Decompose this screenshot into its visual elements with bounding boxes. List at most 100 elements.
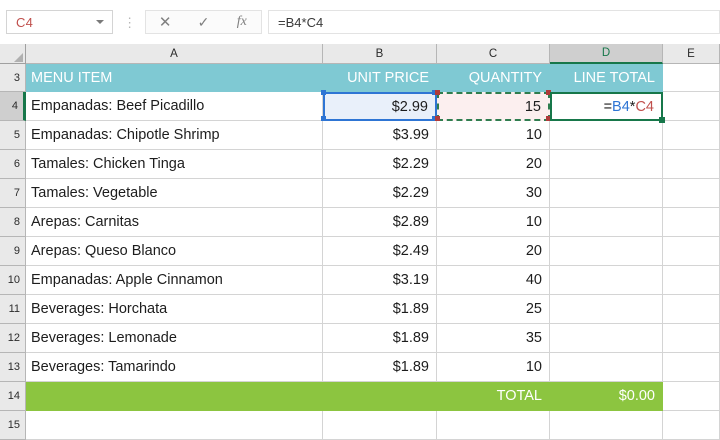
select-all-corner[interactable] (0, 44, 26, 64)
row-header-7[interactable]: 7 (0, 179, 26, 208)
name-box[interactable]: C4 (6, 10, 114, 34)
row-header-9[interactable]: 9 (0, 237, 26, 266)
cell-B10[interactable]: $3.19 (323, 266, 437, 295)
ref-handle-b4-bl[interactable] (321, 116, 326, 121)
row-header-3[interactable]: 3 (0, 64, 26, 92)
cell-C7[interactable]: 30 (437, 179, 550, 208)
cell-D15[interactable] (550, 411, 663, 440)
row-header-8[interactable]: 8 (0, 208, 26, 237)
cell-D7[interactable] (550, 179, 663, 208)
cell-D8[interactable] (550, 208, 663, 237)
cell-E10[interactable] (663, 266, 720, 295)
column-header-a[interactable]: A (26, 44, 323, 64)
cell-C5[interactable]: 10 (437, 121, 550, 150)
cell-D12[interactable] (550, 324, 663, 353)
cell-E9[interactable] (663, 237, 720, 266)
ref-handle-b4-tl[interactable] (321, 90, 326, 95)
cell-D9[interactable] (550, 237, 663, 266)
cell-E11[interactable] (663, 295, 720, 324)
cell-C8[interactable]: 10 (437, 208, 550, 237)
cell-E3[interactable] (663, 64, 720, 92)
cell-E14[interactable] (663, 382, 720, 411)
cell-A5[interactable]: Empanadas: Chipotle Shrimp (26, 121, 323, 150)
cell-C14-total-label[interactable]: TOTAL (437, 382, 550, 411)
row-header-5[interactable]: 5 (0, 121, 26, 150)
cell-B5[interactable]: $3.99 (323, 121, 437, 150)
active-cell-D4[interactable]: = B4 * C4 (550, 92, 663, 121)
ref-handle-b4-tr[interactable] (432, 90, 437, 95)
row-header-4[interactable]: 4 (0, 92, 26, 121)
cell-B6[interactable]: $2.29 (323, 150, 437, 179)
cell-B14[interactable] (323, 382, 437, 411)
cancel-icon[interactable]: ✕ (158, 13, 172, 31)
column-header-c[interactable]: C (437, 44, 550, 64)
formula-input[interactable]: =B4*C4 (268, 10, 720, 34)
cell-E8[interactable] (663, 208, 720, 237)
column-header-b[interactable]: B (323, 44, 437, 64)
cell-A9[interactable]: Arepas: Queso Blanco (26, 237, 323, 266)
cell-C11[interactable]: 25 (437, 295, 550, 324)
ref-handle-c4-bl[interactable] (435, 116, 440, 121)
cell-D13[interactable] (550, 353, 663, 382)
row-header-12[interactable]: 12 (0, 324, 26, 353)
row-header-10[interactable]: 10 (0, 266, 26, 295)
ref-handle-c4-tl[interactable] (435, 90, 440, 95)
cell-C13[interactable]: 10 (437, 353, 550, 382)
row-header-11[interactable]: 11 (0, 295, 26, 324)
row-header-6[interactable]: 6 (0, 150, 26, 179)
cell-C3[interactable]: QUANTITY (437, 64, 550, 92)
row-header-14[interactable]: 14 (0, 382, 26, 411)
row-header-13[interactable]: 13 (0, 353, 26, 382)
cell-B8[interactable]: $2.89 (323, 208, 437, 237)
cell-A3[interactable]: MENU ITEM (26, 64, 323, 92)
cell-C15[interactable] (437, 411, 550, 440)
fill-handle[interactable] (659, 117, 665, 123)
insert-function-icon[interactable]: fx (236, 14, 247, 29)
cell-A7[interactable]: Tamales: Vegetable (26, 179, 323, 208)
cell-D14-total-value[interactable]: $0.00 (550, 382, 663, 411)
cell-E15[interactable] (663, 411, 720, 440)
cell-A15[interactable] (26, 411, 323, 440)
cell-A11[interactable]: Beverages: Horchata (26, 295, 323, 324)
cell-A8[interactable]: Arepas: Carnitas (26, 208, 323, 237)
cell-E13[interactable] (663, 353, 720, 382)
cell-C10[interactable]: 40 (437, 266, 550, 295)
cell-E6[interactable] (663, 150, 720, 179)
column-header-d[interactable]: D (550, 44, 663, 64)
cell-E5[interactable] (663, 121, 720, 150)
column-header-e[interactable]: E (663, 44, 720, 64)
cell-A6[interactable]: Tamales: Chicken Tinga (26, 150, 323, 179)
cell-D3[interactable]: LINE TOTAL (550, 64, 663, 92)
cell-B4-reference[interactable]: $2.99 (323, 92, 437, 121)
cell-B9[interactable]: $2.49 (323, 237, 437, 266)
cell-A14[interactable] (26, 382, 323, 411)
cell-B13[interactable]: $1.89 (323, 353, 437, 382)
ref-handle-c4-tr[interactable] (546, 90, 551, 95)
cell-B12[interactable]: $1.89 (323, 324, 437, 353)
cell-C4-reference[interactable]: 15 (437, 92, 550, 121)
cell-A4[interactable]: Empanadas: Beef Picadillo (26, 92, 323, 121)
cell-A13[interactable]: Beverages: Tamarindo (26, 353, 323, 382)
cell-D6[interactable] (550, 150, 663, 179)
cell-B3[interactable]: UNIT PRICE (323, 64, 437, 92)
cell-D10[interactable] (550, 266, 663, 295)
cell-D5[interactable] (550, 121, 663, 150)
cell-D11[interactable] (550, 295, 663, 324)
spreadsheet-grid[interactable]: A B C D E 3 4 5 6 7 8 9 10 11 12 13 14 1… (0, 44, 720, 440)
ref-handle-c4-br[interactable] (546, 116, 551, 121)
cell-C9[interactable]: 20 (437, 237, 550, 266)
cell-B15[interactable] (323, 411, 437, 440)
cell-B7[interactable]: $2.29 (323, 179, 437, 208)
cell-B11[interactable]: $1.89 (323, 295, 437, 324)
cell-E4[interactable] (663, 92, 720, 121)
ref-handle-b4-br[interactable] (432, 116, 437, 121)
enter-icon[interactable]: ✓ (197, 14, 210, 30)
cell-A10[interactable]: Empanadas: Apple Cinnamon (26, 266, 323, 295)
cell-C6[interactable]: 20 (437, 150, 550, 179)
cell-C12[interactable]: 35 (437, 324, 550, 353)
cell-E12[interactable] (663, 324, 720, 353)
cell-A12[interactable]: Beverages: Lemonade (26, 324, 323, 353)
cell-E7[interactable] (663, 179, 720, 208)
row-header-15[interactable]: 15 (0, 411, 26, 440)
chevron-down-icon[interactable] (96, 20, 105, 24)
